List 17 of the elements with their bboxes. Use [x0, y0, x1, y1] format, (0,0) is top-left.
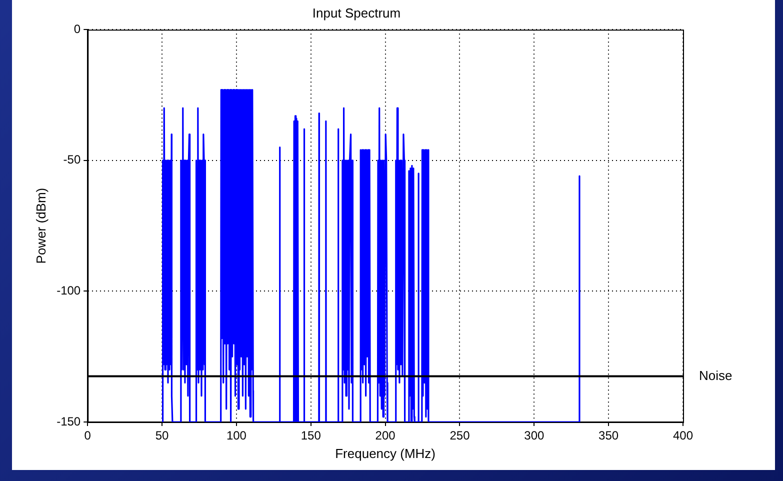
chart-title: Input Spectrum [312, 5, 401, 20]
y-tick-label: -100 [56, 284, 81, 298]
x-tick-label: 200 [375, 428, 396, 443]
x-tick-label: 50 [155, 428, 170, 443]
x-axis-title: Frequency (MHz) [335, 446, 436, 461]
y-tick-label: -50 [63, 152, 81, 167]
ref-line-label: Noise [699, 368, 732, 383]
y-axis-title: Power (dBm) [33, 188, 48, 264]
x-tick-label: 0 [84, 428, 92, 443]
x-tick-label: 350 [598, 428, 619, 443]
x-tick-label: 400 [672, 428, 694, 443]
x-tick-label: 100 [226, 428, 247, 443]
y-tick-label: 0 [74, 22, 81, 36]
x-tick-label: 250 [450, 428, 470, 443]
x-tick-label: 150 [300, 428, 322, 443]
y-tick-label: -150 [56, 414, 81, 428]
x-tick-label: 300 [524, 428, 544, 443]
